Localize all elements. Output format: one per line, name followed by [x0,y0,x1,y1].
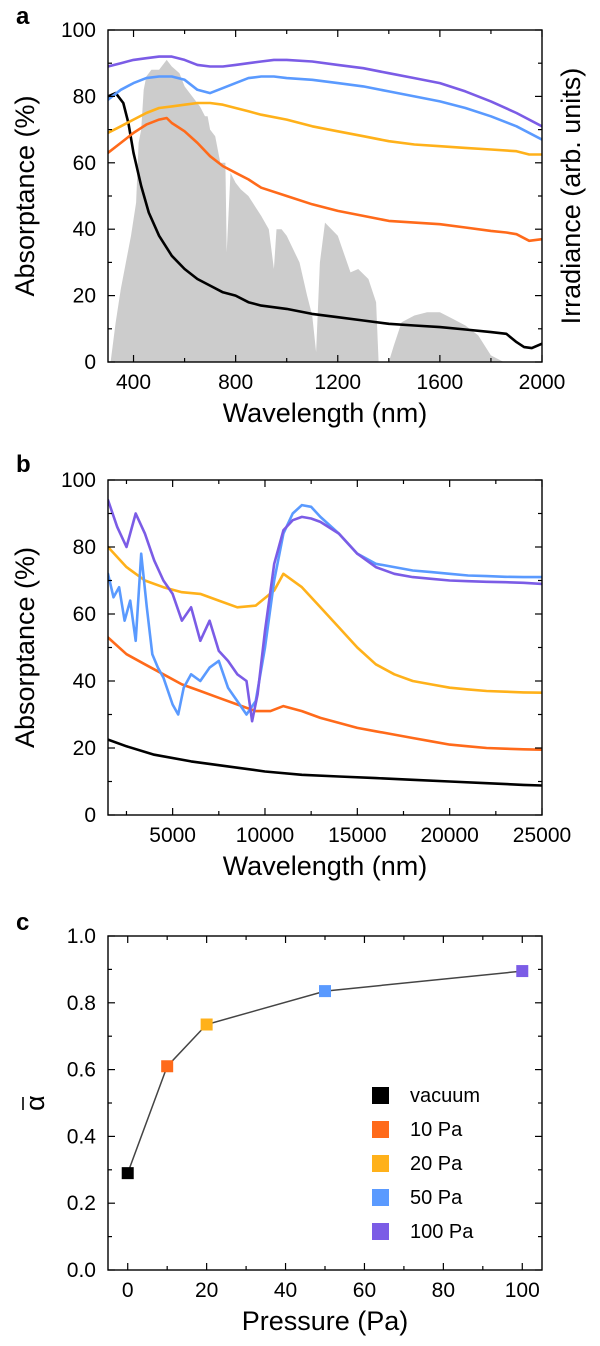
y-tick-label: 20 [73,285,96,308]
legend-label: 100 Pa [410,1221,474,1243]
x-tick-label: 1200 [314,371,361,394]
y-axis-title: Absorptance (%) [10,95,40,296]
x-axis-title: Pressure (Pa) [242,1306,409,1336]
y-tick-label: 0.8 [67,992,96,1015]
plot-frame [107,479,543,816]
x-tick-label: 25000 [513,824,571,847]
series-vacuum [108,738,542,787]
y-tick-label: 0.6 [67,1059,96,1082]
series-10-pa [108,636,542,752]
x-tick-label: 20 [195,1279,218,1302]
y2-axis-title: Irradiance (arb. units) [556,68,586,325]
y-tick-label: 60 [73,603,96,626]
x-axis-title: Wavelength (nm) [223,398,428,428]
y-tick-label: 60 [73,152,96,175]
x-tick-label: 15000 [328,824,386,847]
y-tick-label: 0.4 [67,1125,97,1148]
series-50-pa [108,503,542,716]
y-tick-label: 1.0 [67,925,96,948]
series-50-pa [108,75,542,141]
legend-label: 50 Pa [410,1187,463,1209]
irradiance-spectrum [110,59,542,362]
series-100-pa [108,55,542,128]
x-tick-label: 1600 [417,371,464,394]
legend: vacuum 10 Pa 20 Pa 50 Pa 100 Pa [372,1085,480,1243]
point-100-pa [516,965,529,978]
y-tick-label: 100 [61,469,96,492]
point-vacuum [121,1167,134,1180]
pressure-trend-line [126,970,523,1174]
x-tick-label: 10000 [236,824,294,847]
y-tick-label: 0 [84,804,96,827]
y-tick-label: 100 [61,19,96,42]
legend-label: 20 Pa [410,1153,463,1175]
legend-swatch [372,1155,389,1172]
x-axis-title: Wavelength (nm) [223,851,428,881]
y-tick-label: 80 [73,85,96,108]
x-tick-label: 400 [116,371,151,394]
y-axis-title: α [20,1095,50,1111]
x-tick-label: 20000 [420,824,478,847]
y-tick-label: 0.0 [67,1259,96,1282]
y-tick-label: 80 [73,536,96,559]
y-tick-label: 0 [84,351,96,374]
y-tick-label: 40 [73,218,96,241]
legend-swatch [372,1121,389,1138]
x-tick-label: 800 [218,371,253,394]
legend-label: vacuum [410,1085,480,1107]
series-20-pa [108,545,542,695]
x-tick-label: 100 [505,1279,540,1302]
series-20-pa [108,101,542,156]
y-tick-label: 0.2 [67,1192,96,1215]
panel-letter: a [16,3,30,30]
x-tick-label: 2000 [519,371,566,394]
point-20-pa [200,1018,213,1031]
legend-label: 10 Pa [410,1119,463,1141]
panel-c: 0 20 40 60 80 100 0.0 0.2 0.4 0.6 0.8 1.0 Pressure (… [16,909,543,1336]
x-tick-label: 0 [122,1279,134,1302]
x-tick-label: 60 [353,1279,376,1302]
x-tick-label: 5000 [149,824,196,847]
y-tick-label: 40 [73,670,96,693]
legend-swatch [372,1223,389,1240]
series-10-pa [108,116,542,243]
series-100-pa [108,498,542,723]
point-50-pa [319,985,331,998]
panel-letter: b [16,451,31,478]
panel-a: 400 800 1200 1600 2000 0 20 40 60 80 100 Wavelength… [10,3,586,428]
x-tick-label: 40 [274,1279,297,1302]
legend-swatch [372,1189,389,1206]
x-tick-label: 80 [432,1279,455,1302]
series-vacuum [108,91,542,350]
panel-b: 5000 10000 15000 20000 25000 0 20 40 60 80 100 Wave… [10,451,571,881]
y-tick-label: 20 [73,737,96,760]
point-10-pa [161,1060,174,1073]
legend-swatch [372,1087,389,1104]
panel-letter: c [16,909,29,936]
y-axis-title: Absorptance (%) [10,547,40,748]
